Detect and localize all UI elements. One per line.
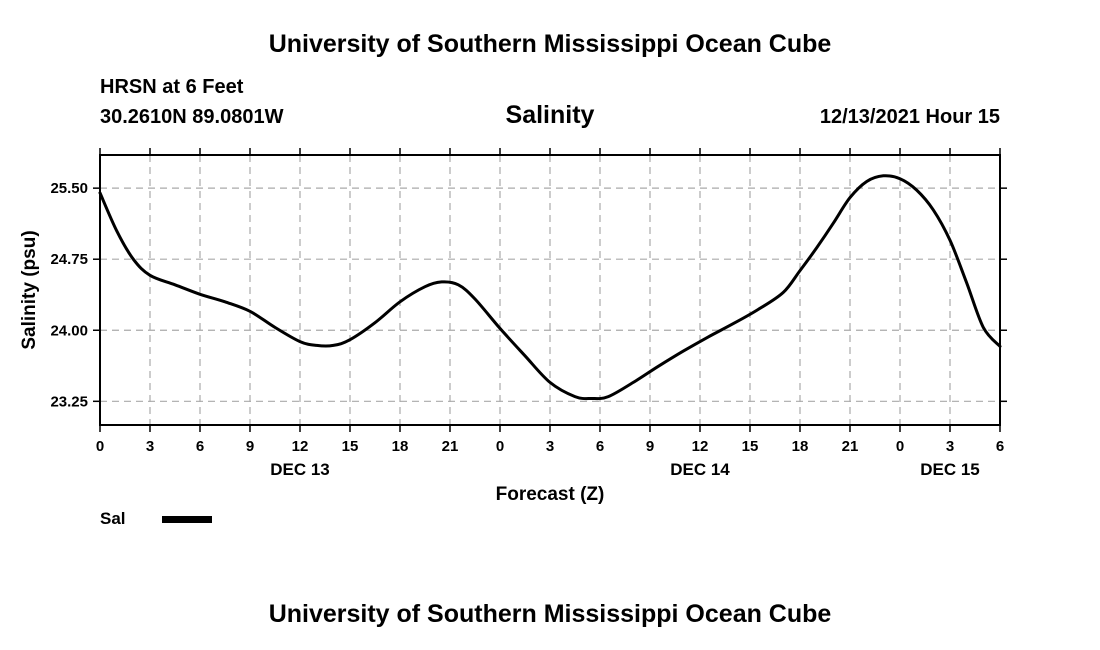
x-tick-label: 0 [496, 438, 504, 455]
x-tick-label: 18 [392, 438, 409, 455]
axis-ticks [93, 148, 1007, 432]
x-tick-label: 6 [996, 438, 1004, 455]
coordinates-label: 30.2610N 89.0801W [100, 106, 284, 128]
legend-label-sal: Sal [100, 509, 126, 528]
x-tick-label: 15 [342, 438, 359, 455]
x-tick-label: 6 [196, 438, 204, 455]
y-tick-label: 24.00 [50, 322, 88, 339]
y-tick-label: 25.50 [50, 180, 88, 197]
y-tick-label: 23.25 [50, 393, 88, 410]
x-tick-label: 12 [692, 438, 709, 455]
forecast-timestamp: 12/13/2021 Hour 15 [819, 106, 1000, 128]
x-tick-label: 0 [96, 438, 104, 455]
x-tick-label: 9 [646, 438, 654, 455]
date-label: DEC 15 [920, 460, 980, 479]
y-tick-label: 24.75 [50, 251, 88, 268]
grid-lines [100, 155, 1000, 425]
x-tick-label: 9 [246, 438, 254, 455]
legend-swatch-sal [162, 516, 212, 523]
x-tick-label: 3 [146, 438, 154, 455]
series-layer [98, 174, 1002, 401]
date-label: DEC 13 [270, 460, 330, 479]
chart-main-title: University of Southern Mississippi Ocean… [268, 30, 832, 58]
x-tick-label: 15 [742, 438, 759, 455]
station-label: HRSN at 6 Feet [100, 76, 244, 98]
x-tick-label: 18 [792, 438, 809, 455]
axis-labels: 0 3 6 9 12 15 18 21 0 3 6 9 12 15 18 21 0 3 6 23.25 24.00 24.… [50, 180, 1004, 479]
x-axis-label: Forecast (Z) [496, 484, 605, 505]
x-tick-label: 3 [546, 438, 554, 455]
footer-title: University of Southern Mississippi Ocean… [268, 600, 832, 628]
x-tick-label: 21 [842, 438, 859, 455]
y-axis-label: Salinity (psu) [19, 230, 40, 349]
x-tick-label: 0 [896, 438, 904, 455]
date-label: DEC 14 [670, 460, 730, 479]
series-line-sal [98, 174, 1002, 401]
variable-title: Salinity [505, 101, 595, 129]
x-tick-label: 12 [292, 438, 309, 455]
x-tick-label: 6 [596, 438, 604, 455]
x-tick-label: 21 [442, 438, 459, 455]
x-tick-label: 3 [946, 438, 954, 455]
